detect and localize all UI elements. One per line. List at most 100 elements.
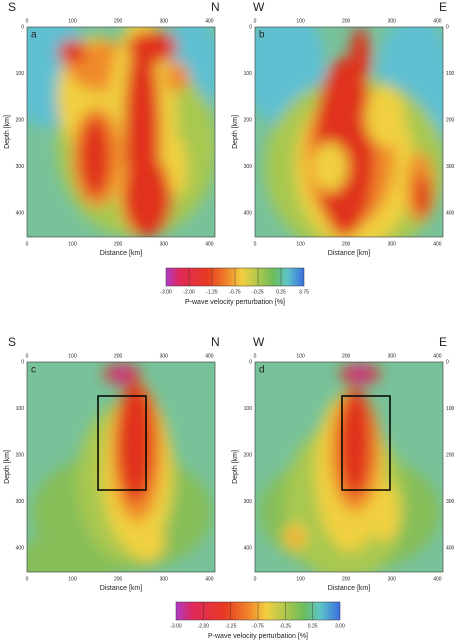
anomaly	[127, 31, 177, 63]
x-tick-label: 200	[114, 576, 123, 582]
tomogram	[27, 362, 215, 572]
y-tick-label: 300	[16, 164, 25, 170]
x-tick-label: 100	[68, 241, 77, 247]
x-tick-label: 0	[254, 576, 257, 582]
colorbar-tick-label: 3.75	[299, 289, 309, 295]
colorbar-tick-label: -3.00	[170, 623, 182, 629]
x-tick-label: 300	[160, 241, 169, 247]
x-axis-label: Distance [km]	[100, 250, 142, 257]
anomaly	[58, 40, 86, 64]
direction-right: E	[439, 0, 447, 14]
colorbar-tick-label: -0.25	[252, 289, 264, 295]
x-axis-label: Distance [km]	[100, 585, 142, 592]
tomogram	[255, 27, 443, 237]
x-tick-label: 300	[388, 241, 397, 247]
colorbar-label: P-wave velocity perturbation [%]	[208, 633, 308, 640]
x-tick-label-top: 400	[433, 18, 442, 24]
y-tick-label: 200	[16, 453, 25, 459]
anomaly	[122, 157, 172, 237]
anomaly	[350, 27, 370, 87]
x-tick-label: 100	[68, 576, 77, 582]
anomalies	[260, 364, 440, 572]
x-tick-label-top: 0	[254, 353, 257, 359]
colorbar-tick-label: -1.25	[225, 623, 237, 629]
colorbar-label: P-wave velocity perturbation [%]	[185, 299, 285, 306]
y-tick-label: 300	[244, 499, 253, 505]
anomalies	[255, 27, 443, 237]
x-tick-label: 0	[254, 241, 257, 247]
y-tick-label: 400	[244, 546, 253, 552]
y-tick-label-right: 0	[446, 359, 449, 365]
panel-label: a	[31, 30, 37, 41]
colorbar-tick-label: -0.75	[229, 289, 241, 295]
y-tick-label-right: 100	[446, 406, 455, 412]
y-tick-label-right: 100	[446, 71, 455, 77]
x-tick-label: 100	[296, 241, 305, 247]
direction-right: E	[439, 335, 447, 349]
anomaly	[117, 382, 153, 502]
colorbar-tick-label: 3.00	[335, 623, 345, 629]
x-tick-label-top: 0	[26, 353, 29, 359]
anomaly	[129, 522, 165, 562]
x-axis-label: Distance [km]	[328, 250, 370, 257]
anomaly	[289, 530, 301, 544]
x-tick-label: 200	[114, 241, 123, 247]
panel-label: c	[31, 365, 36, 376]
y-axis-label: Depth [km]	[232, 115, 239, 149]
x-tick-label: 0	[26, 241, 29, 247]
x-tick-label-top: 200	[114, 18, 123, 24]
y-tick-label: 400	[16, 546, 25, 552]
x-tick-label: 400	[433, 241, 442, 247]
x-axis-label: Distance [km]	[328, 585, 370, 592]
x-tick-label-top: 300	[160, 18, 169, 24]
x-tick-label-top: 300	[388, 18, 397, 24]
y-tick-label-right: 400	[446, 211, 455, 217]
x-tick-label: 200	[342, 576, 351, 582]
anomaly	[365, 87, 405, 147]
colorbar-tick-label: -2.00	[183, 289, 195, 295]
direction-left: S	[8, 0, 16, 14]
highlight-box	[97, 395, 147, 491]
colorbar-tick-label: -0.75	[252, 623, 264, 629]
x-tick-label-top: 100	[296, 18, 305, 24]
panel-frame	[26, 26, 216, 238]
y-tick-label-right: 200	[446, 453, 455, 459]
anomaly	[167, 137, 187, 197]
y-tick-label: 100	[16, 406, 25, 412]
anomaly	[165, 62, 189, 92]
x-tick-label-top: 200	[342, 353, 351, 359]
anomaly	[115, 370, 129, 378]
x-tick-label-top: 100	[68, 353, 77, 359]
x-tick-label-top: 0	[26, 18, 29, 24]
x-tick-label: 400	[205, 576, 214, 582]
anomaly	[352, 370, 368, 378]
x-tick-label-top: 300	[388, 353, 397, 359]
y-tick-label: 100	[244, 71, 253, 77]
x-tick-label: 200	[342, 241, 351, 247]
y-tick-label: 200	[244, 118, 253, 124]
x-tick-label: 300	[160, 576, 169, 582]
anomalies	[27, 27, 215, 237]
colorbar-tick-label: 0.25	[276, 289, 286, 295]
y-tick-label: 100	[244, 406, 253, 412]
panel-frame	[26, 361, 216, 573]
anomaly	[370, 482, 400, 542]
y-tick-label: 200	[244, 453, 253, 459]
x-tick-label-top: 400	[205, 18, 214, 24]
x-tick-label-top: 100	[296, 353, 305, 359]
x-tick-label-top: 200	[114, 353, 123, 359]
y-tick-label: 0	[21, 359, 24, 365]
panel-label: d	[259, 365, 265, 376]
direction-right: N	[211, 0, 220, 14]
x-tick-label: 0	[26, 576, 29, 582]
y-tick-label-right: 0	[446, 24, 449, 30]
y-tick-label: 0	[249, 359, 252, 365]
colorbar-tick-label: 0.25	[308, 623, 318, 629]
y-tick-label: 400	[16, 211, 25, 217]
x-tick-label-top: 400	[433, 353, 442, 359]
y-axis-label: Depth [km]	[4, 450, 11, 484]
x-tick-label-top: 200	[342, 18, 351, 24]
direction-left: S	[8, 335, 16, 349]
y-tick-label-right: 300	[446, 499, 455, 505]
